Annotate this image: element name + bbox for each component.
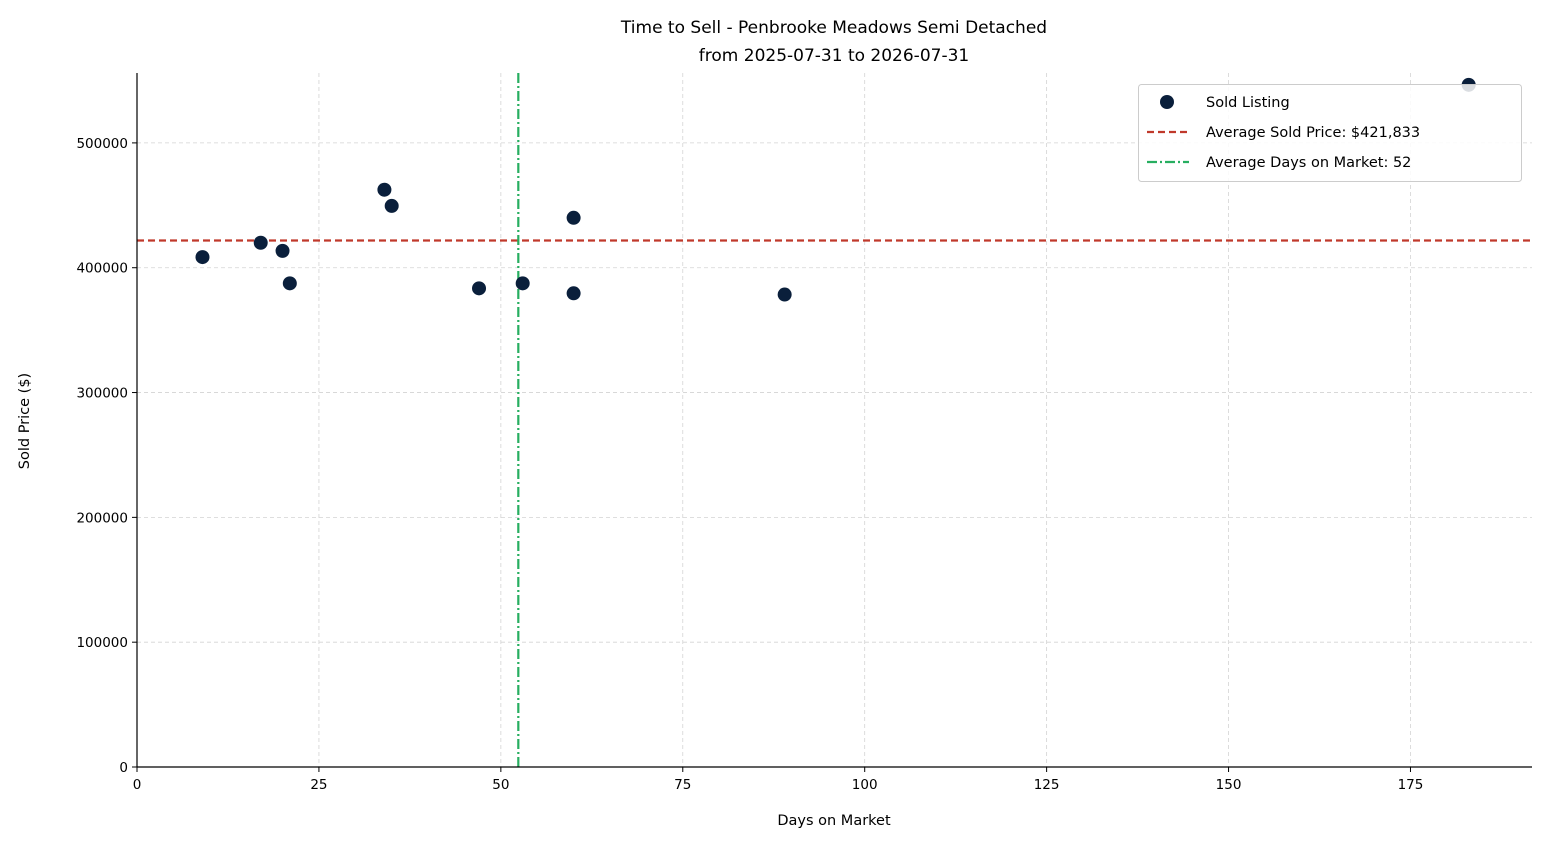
data-point	[195, 250, 210, 265]
x-tick-label: 50	[492, 777, 509, 793]
x-tick-label: 0	[133, 777, 142, 793]
legend: Sold Listing Average Sold Price: $421,83…	[1138, 84, 1522, 182]
legend-label-average-price: Average Sold Price: $421,833	[1206, 125, 1420, 141]
x-tick-label: 75	[674, 777, 691, 793]
x-axis-label: Days on Market	[777, 813, 891, 829]
data-point	[777, 287, 792, 302]
y-axis-label: Sold Price ($)	[17, 373, 33, 469]
data-points	[195, 77, 1476, 302]
y-tick-label: 400000	[76, 261, 128, 277]
x-tick-label: 125	[1034, 777, 1060, 793]
legend-marker-sold-listing	[1160, 95, 1174, 109]
legend-box	[1138, 84, 1522, 182]
data-point	[253, 235, 268, 250]
y-tick-label: 300000	[76, 386, 128, 402]
data-point	[472, 281, 487, 296]
y-tick-label: 100000	[76, 635, 128, 651]
x-tick-label: 175	[1398, 777, 1424, 793]
data-point	[377, 182, 392, 197]
chart-title: Time to Sell - Penbrooke Meadows Semi De…	[620, 18, 1047, 38]
chart-subtitle: from 2025-07-31 to 2026-07-31	[699, 46, 969, 66]
x-tick-label: 100	[852, 777, 878, 793]
legend-label-average-days: Average Days on Market: 52	[1206, 155, 1411, 171]
data-point	[566, 210, 581, 225]
reference-lines	[137, 73, 1532, 767]
y-tick-label: 500000	[76, 136, 128, 152]
data-point	[275, 243, 290, 258]
data-point	[384, 198, 399, 213]
data-point	[515, 276, 530, 291]
data-point	[282, 276, 297, 291]
x-tick-label: 150	[1216, 777, 1242, 793]
legend-label-sold-listing: Sold Listing	[1206, 95, 1290, 111]
axes	[136, 73, 1532, 768]
y-tick-label: 0	[119, 760, 128, 776]
data-point	[566, 286, 581, 301]
y-tick-label: 200000	[76, 510, 128, 526]
x-tick-label: 25	[310, 777, 327, 793]
tick-labels: 0 25 50 75 100 125 150 175 0 100000 200000 300000 40…	[76, 136, 1423, 793]
